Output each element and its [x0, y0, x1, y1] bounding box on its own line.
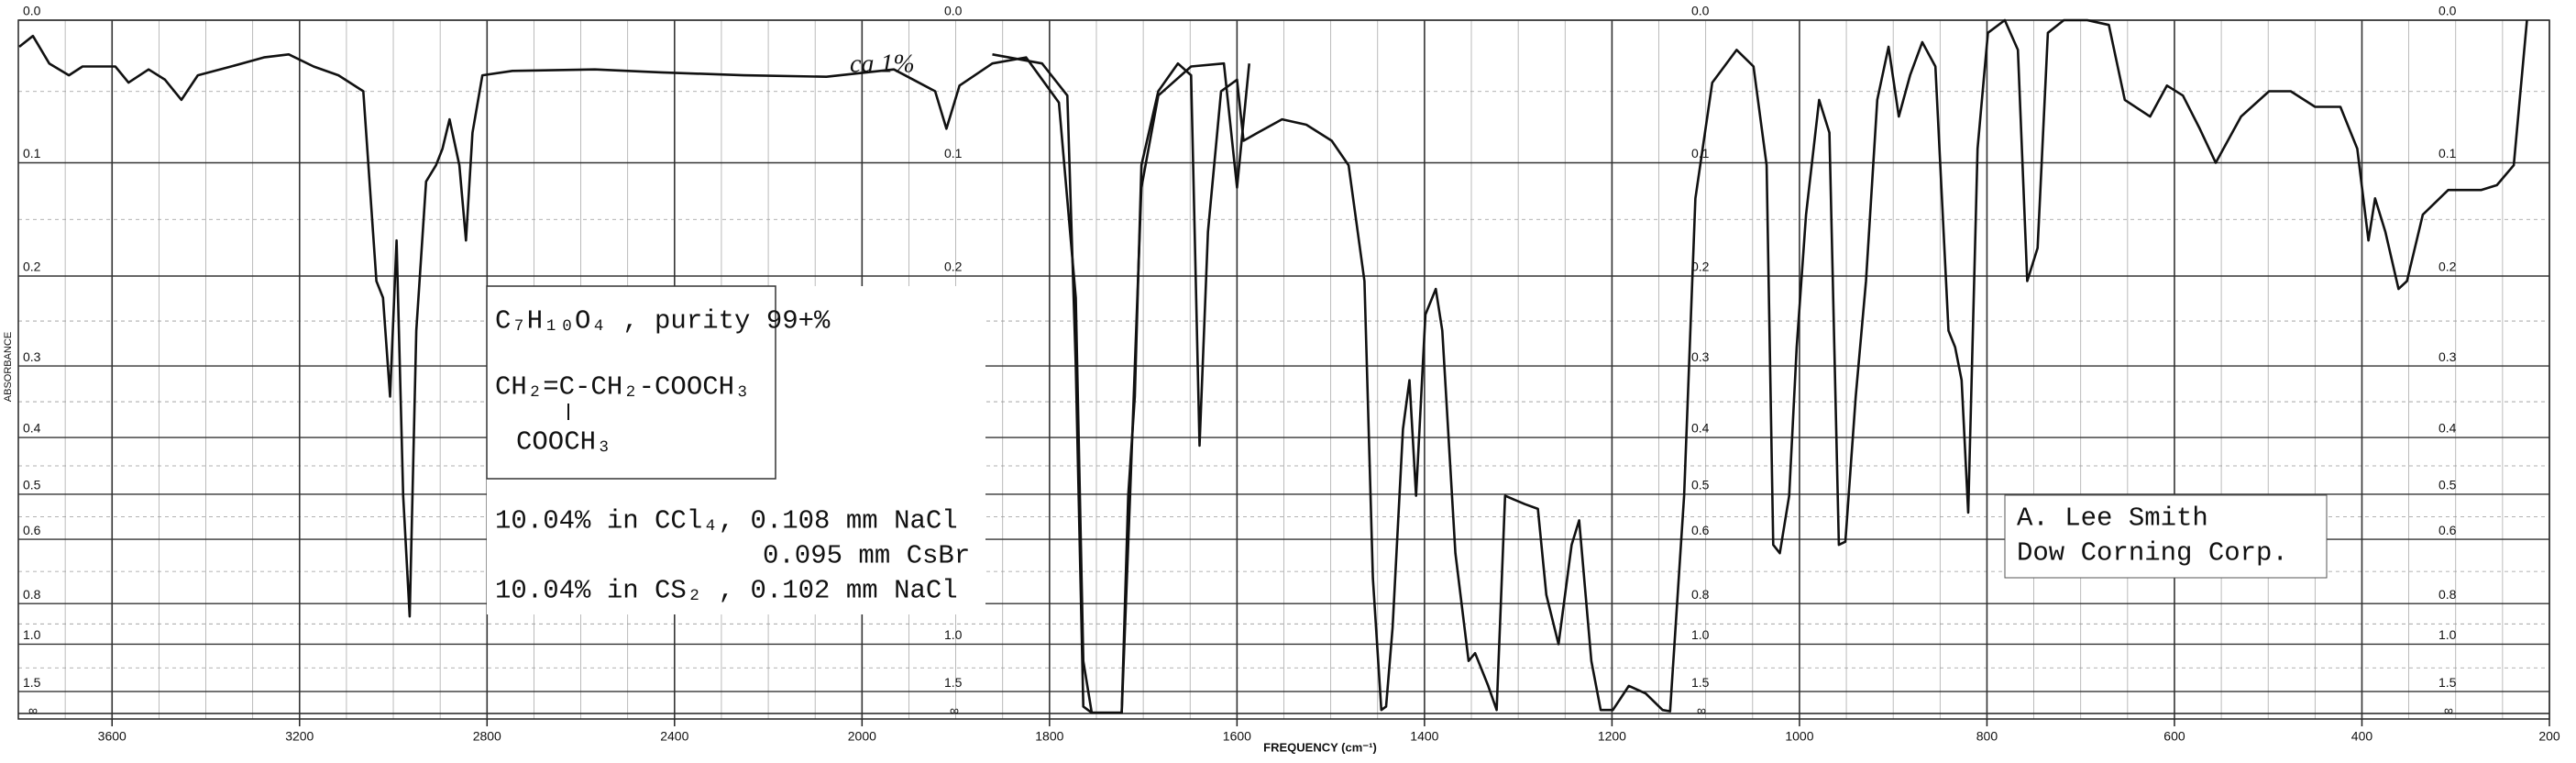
x-tick-label: 1600	[1223, 729, 1251, 744]
x-tick-label: 2400	[660, 729, 688, 744]
y-bottom-label: ∞	[28, 703, 38, 718]
concentration-note: ca 1%	[850, 50, 915, 78]
y-tick-label: 0.5	[23, 478, 41, 492]
y-tick-label: 0.6	[1691, 523, 1710, 537]
spectrum-line	[18, 18, 2528, 714]
y-tick-label: 1.0	[2438, 627, 2457, 642]
y-tick-label: 0.0	[2438, 4, 2457, 18]
x-tick-label: 800	[1976, 729, 1998, 744]
y-tick-label: 1.5	[944, 675, 963, 690]
y-bottom-label: ∞	[950, 703, 959, 718]
y-tick-label: 0.0	[944, 4, 963, 18]
y-tick-label: 0.2	[23, 260, 41, 274]
formula-box	[486, 285, 776, 480]
y-tick-label: 0.2	[2438, 260, 2457, 274]
x-tick-label: 600	[2163, 729, 2185, 744]
x-tick-label: 1200	[1598, 729, 1626, 744]
y-tick-label: 0.0	[1691, 4, 1710, 18]
y-tick-label: 0.1	[23, 146, 41, 160]
y-tick-label: 0.1	[944, 146, 963, 160]
x-tick-label: 2000	[848, 729, 876, 744]
sample-note: 0.095 mm CsBr	[763, 541, 970, 571]
structure: CH₂=C-CH₂-COOCH₃	[495, 372, 750, 403]
y-tick-label: 0.8	[2438, 587, 2457, 602]
x-tick-label: 2800	[473, 729, 501, 744]
y-tick-label: 1.5	[1691, 675, 1710, 690]
y-tick-label: 0.3	[2438, 349, 2457, 364]
y-tick-label: 0.4	[23, 421, 41, 436]
y-tick-label: 0.4	[1691, 421, 1710, 436]
y-bottom-label: ∞	[1697, 703, 1706, 718]
x-tick-label: 1800	[1035, 729, 1063, 744]
y-axis-label: ABSORBANCE	[3, 332, 14, 402]
y-tick-label: 0.1	[2438, 146, 2457, 160]
y-tick-label: 0.6	[2438, 523, 2457, 537]
y-tick-label: 0.5	[1691, 478, 1710, 492]
x-axis-label: FREQUENCY (cm⁻¹)	[1263, 740, 1377, 754]
y-tick-label: 0.2	[944, 260, 963, 274]
note-background	[487, 286, 985, 614]
y-tick-label: 0.3	[1691, 349, 1710, 364]
author-box	[2004, 494, 2328, 579]
plot	[18, 18, 2528, 714]
y-tick-label: 0.8	[23, 587, 41, 602]
y-tick-label: 0.3	[23, 349, 41, 364]
y-tick-label: 0.5	[2438, 478, 2457, 492]
y-tick-label: 0.4	[2438, 421, 2457, 436]
author: A. Lee Smith	[2017, 503, 2208, 534]
y-tick-label: 1.5	[23, 675, 41, 690]
x-tick-label: 200	[2538, 729, 2560, 744]
y-tick-label: 1.0	[23, 627, 41, 642]
structure-branch: COOCH₃	[516, 427, 611, 458]
y-tick-label: 1.0	[944, 627, 963, 642]
x-tick-label: 3200	[285, 729, 314, 744]
y-tick-label: 0.8	[1691, 587, 1710, 602]
spectrum-line	[992, 53, 1250, 714]
x-tick-label: 400	[2351, 729, 2373, 744]
y-tick-label: 0.1	[1691, 146, 1710, 160]
y-bottom-label: ∞	[2444, 703, 2453, 718]
x-tick-label: 3600	[98, 729, 127, 744]
y-tick-label: 0.0	[23, 4, 41, 18]
y-tick-label: 0.6	[23, 523, 41, 537]
affiliation: Dow Corning Corp.	[2017, 538, 2288, 569]
x-tick-label: 1000	[1785, 729, 1813, 744]
y-tick-label: 0.2	[1691, 260, 1710, 274]
sample-note: 10.04% in CS₂ , 0.102 mm NaCl	[495, 576, 958, 606]
x-tick-label: 1400	[1410, 729, 1438, 744]
y-tick-label: 1.0	[1691, 627, 1710, 642]
y-tick-label: 1.5	[2438, 675, 2457, 690]
sample-note: 10.04% in CCl₄, 0.108 mm NaCl	[495, 506, 958, 536]
formula: C₇H₁₀O₄ , purity 99+%	[495, 306, 831, 337]
